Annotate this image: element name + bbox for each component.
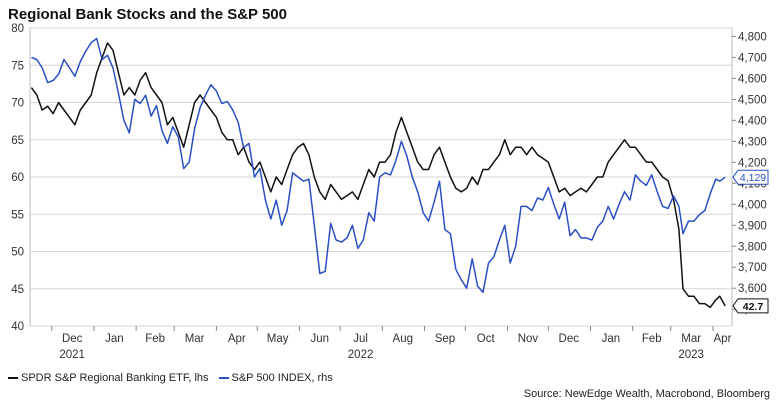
sp500-line bbox=[31, 37, 726, 294]
x-tick-label: Jan bbox=[105, 333, 124, 345]
x-tick-label: Apr bbox=[228, 333, 246, 345]
regional-banks-end-box bbox=[732, 298, 769, 314]
sp500-end-box bbox=[732, 169, 769, 185]
y-left-tick-label: 40 bbox=[11, 321, 24, 333]
legend-label-sp500: S&P 500 INDEX, rhs bbox=[231, 372, 333, 384]
y-axis-left: 40 45 50 55 60 65 70 75 80 bbox=[11, 23, 24, 333]
sp500-end-label: 4,129 bbox=[740, 172, 766, 184]
x-tick-label: Nov bbox=[518, 333, 539, 345]
x-tick-label: Oct bbox=[477, 333, 496, 345]
x-tick-label: Jan bbox=[602, 333, 621, 345]
regional-banks-end-label: 42.7 bbox=[743, 301, 764, 313]
legend: SPDR S&P Regional Banking ETF, lhs S&P 5… bbox=[8, 372, 333, 384]
legend-item-regional-banks: SPDR S&P Regional Banking ETF, lhs bbox=[8, 372, 209, 384]
series-lines bbox=[30, 37, 726, 309]
grid-lines bbox=[29, 27, 733, 327]
y-right-tick-label: 4,500 bbox=[738, 94, 767, 106]
x-tick-label: Sep bbox=[435, 333, 455, 345]
y-left-tick-label: 80 bbox=[11, 23, 24, 35]
x-tick-label: Feb bbox=[145, 333, 165, 345]
y-right-tick-label: 4,200 bbox=[738, 157, 767, 169]
x-tick-label: Dec bbox=[62, 333, 83, 345]
y-right-tick-label: 3,600 bbox=[738, 283, 767, 295]
y-right-tick-label: 4,000 bbox=[738, 199, 767, 211]
x-tick-label: May bbox=[267, 333, 289, 345]
y-left-tick-label: 75 bbox=[11, 60, 24, 72]
x-tick-label: Mar bbox=[681, 333, 701, 345]
x-year-label: 2023 bbox=[678, 349, 704, 361]
x-tick-label: Mar bbox=[185, 333, 205, 345]
source-note: Source: NewEdge Wealth, Macrobond, Bloom… bbox=[523, 388, 770, 400]
legend-item-sp500: S&P 500 INDEX, rhs bbox=[218, 372, 333, 384]
y-right-tick-label: 4,800 bbox=[738, 31, 767, 43]
y-left-tick-label: 65 bbox=[11, 135, 24, 147]
y-right-tick-label: 3,800 bbox=[738, 241, 767, 253]
x-tick-label: Jul bbox=[353, 333, 368, 345]
y-right-tick-label: 4,400 bbox=[738, 115, 767, 127]
y-left-tick-label: 50 bbox=[11, 247, 24, 259]
y-left-tick-label: 55 bbox=[11, 209, 24, 221]
x-tick-label: Aug bbox=[393, 333, 413, 345]
x-tick-label: Feb bbox=[642, 333, 662, 345]
legend-swatch-blue bbox=[218, 377, 229, 379]
y-left-tick-label: 70 bbox=[11, 98, 24, 110]
x-year-label: 2022 bbox=[348, 349, 374, 361]
y-right-tick-label: 3,700 bbox=[738, 262, 767, 274]
x-tick-label: Jun bbox=[311, 333, 330, 345]
chart-title: Regional Bank Stocks and the S&P 500 bbox=[8, 6, 287, 23]
x-tick-label: Dec bbox=[559, 333, 580, 345]
x-axis: Dec Jan Feb Mar Apr May Jun Jul Aug Sep Oct Nov Dec J… bbox=[51, 326, 732, 361]
end-labels: 42.7 4,129 bbox=[732, 169, 769, 314]
regional-banks-line bbox=[30, 42, 726, 309]
y-right-tick-label: 4,700 bbox=[738, 52, 767, 64]
y-right-tick-label: 4,600 bbox=[738, 73, 767, 85]
y-right-tick-label: 4,300 bbox=[738, 136, 767, 148]
y-left-tick-label: 60 bbox=[11, 172, 24, 184]
legend-swatch-black bbox=[8, 377, 18, 379]
x-tick-label: Apr bbox=[714, 333, 732, 345]
x-year-label: 2021 bbox=[59, 349, 85, 361]
y-right-tick-label: 3,900 bbox=[738, 220, 767, 232]
legend-label-regional-banks: SPDR S&P Regional Banking ETF, lhs bbox=[21, 372, 209, 384]
y-left-tick-label: 45 bbox=[11, 284, 24, 296]
